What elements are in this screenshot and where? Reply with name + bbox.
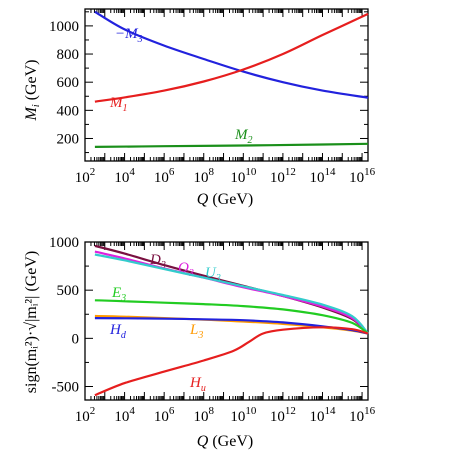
top-series-label-m2: M2 (234, 127, 253, 146)
top-plot-frame (84, 8, 369, 162)
bottom-series: D3 Q3 U3 E3 L3 Hd Hu (94, 244, 369, 397)
top-tick-labels: 102 104 106 108 1010 1012 1014 1016 200 400 600 800… (49, 19, 376, 186)
top-x-tick-label: 102 (75, 166, 96, 186)
top-x-tick-label: 1012 (270, 166, 296, 186)
bottom-series-label-hd: Hd (109, 322, 127, 341)
bottom-y-tick-label: 0 (72, 331, 80, 347)
bottom-series-label-d3: D3 (149, 252, 166, 271)
top-y-tick-label: 600 (57, 75, 80, 91)
bottom-x-tick-label: 1012 (270, 405, 296, 425)
bottom-x-tick-label: 1014 (309, 405, 336, 425)
bottom-series-line-hd (94, 317, 369, 335)
top-series-line-m2 (94, 142, 369, 148)
bottom-series-label-l3: L3 (189, 322, 203, 341)
top-y-tick-label: 800 (57, 47, 80, 63)
bottom-x-tick-label: 102 (75, 405, 96, 425)
bottom-x-axis-label: Q (GeV) (197, 433, 253, 450)
top-x-tick-label: 1016 (349, 166, 376, 186)
bottom-plot-frame (84, 241, 369, 401)
top-x-tick-label: 104 (114, 166, 135, 186)
bottom-y-tick-label: -500 (52, 380, 80, 396)
top-series-line-m3 (94, 10, 369, 99)
top-series-label-m1: M1 (109, 95, 128, 114)
bottom-series-label-u3: U3 (205, 265, 221, 284)
top-x-tick-label: 106 (154, 166, 175, 186)
bottom-x-tick-label: 106 (154, 405, 175, 425)
bottom-x-tick-label: 1016 (349, 405, 376, 425)
bottom-series-line-hu (94, 326, 369, 397)
bottom-x-tick-label: 1010 (230, 405, 257, 425)
top-y-tick-label: 400 (57, 103, 80, 119)
top-series: −M3 M1 M2 (94, 10, 369, 148)
top-series-label-m3: −M3 (115, 26, 143, 45)
top-series-line-m1 (94, 12, 369, 103)
top-ticks (84, 9, 368, 161)
top-x-axis-label: Q (GeV) (197, 191, 253, 208)
top-y-tick-label: 200 (57, 131, 80, 147)
bottom-y-tick-label: 1000 (49, 235, 79, 251)
bottom-x-tick-label: 108 (193, 405, 214, 425)
top-panel: −M3 M1 M2 102 104 106 108 1010 1012 1014 1016 200 4… (23, 8, 376, 208)
top-x-tick-label: 108 (193, 166, 214, 186)
top-y-axis-label: Mi (GeV) (23, 60, 42, 122)
bottom-x-tick-label: 104 (114, 405, 135, 425)
bottom-series-label-q3: Q3 (178, 260, 194, 279)
top-x-tick-label: 1014 (309, 166, 336, 186)
bottom-ticks (84, 241, 368, 400)
bottom-y-tick-label: 500 (57, 283, 80, 299)
bottom-series-label-hu: Hu (189, 375, 206, 394)
bottom-series-label-e3: E3 (111, 285, 126, 304)
top-y-tick-label: 1000 (49, 19, 79, 35)
bottom-tick-labels: 102 104 106 108 1010 1012 1014 1016 -500 0 500 1000 (49, 235, 376, 425)
bottom-series-line-u3 (94, 253, 369, 335)
bottom-y-axis-label: sign(mᵢ²)·√|mᵢ²| (GeV) (23, 251, 40, 393)
top-x-tick-label: 1010 (230, 166, 257, 186)
bottom-series-line-e3 (94, 299, 369, 335)
